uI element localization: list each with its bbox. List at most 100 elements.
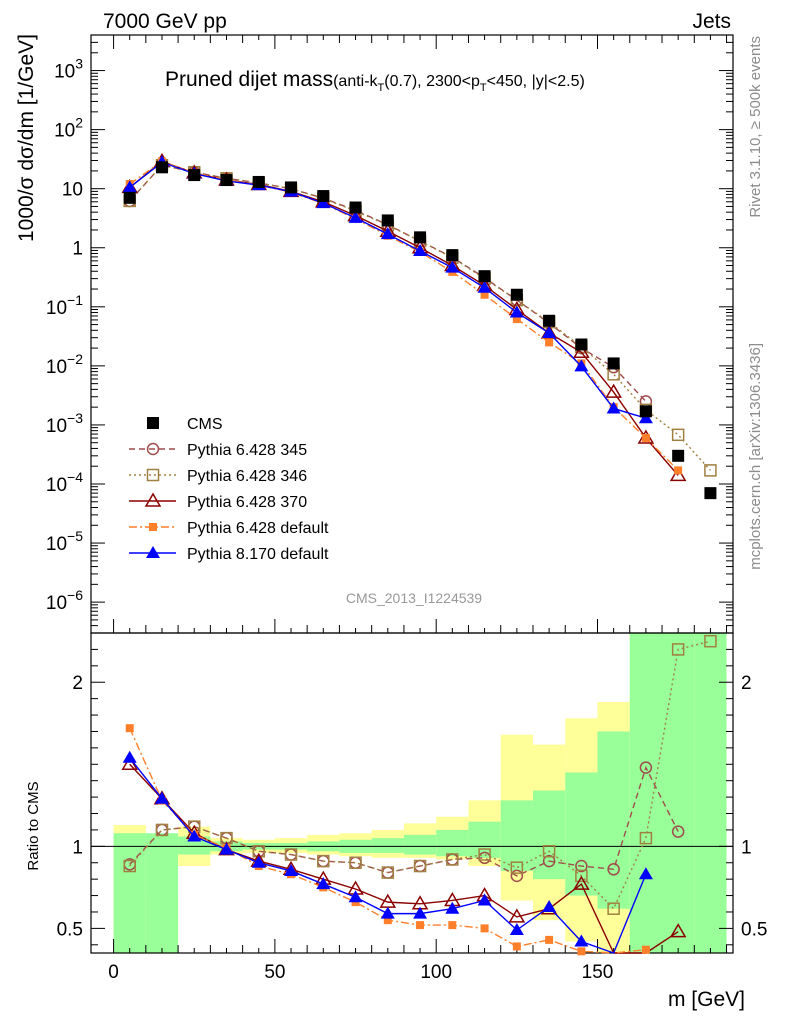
ratio-y-tick-label: 1 (72, 837, 83, 858)
ratio-point-p8def (542, 900, 557, 913)
ratio-point-p8def (348, 890, 363, 903)
data-point-cms (639, 405, 652, 418)
y-tick-label: 103 (54, 56, 83, 83)
x-axis-label: m [GeV] (668, 988, 745, 1011)
data-point-p370 (605, 383, 622, 398)
legend-label: CMS (187, 416, 223, 433)
series-p345 (123, 158, 653, 408)
ratio-point-p345 (542, 854, 556, 868)
data-point-p6def (641, 434, 650, 443)
ratio-point-p6def (383, 916, 392, 925)
data-point-p8def (477, 280, 492, 293)
ratio-point-p346 (510, 861, 524, 874)
band-green-bin (403, 834, 437, 855)
y-tick-label: 10 (62, 180, 83, 201)
legend-entry-p6def: Pythia 6.428 default (129, 520, 329, 537)
main-plot-frame (90, 34, 734, 634)
ratio-point-p346 (349, 856, 362, 869)
ratio-point-p346 (284, 848, 298, 861)
ratio-y-tick-label-right: 1 (741, 837, 752, 858)
ratio-point-p6def (577, 947, 586, 956)
ratio-plot-frame (90, 632, 734, 954)
series-line-p8def (129, 161, 647, 419)
legend-entry-p370: Pythia 6.428 370 (129, 492, 307, 511)
ratio-point-p345 (639, 761, 653, 774)
band-green-bin (597, 731, 630, 909)
legend-marker-cms (147, 417, 159, 429)
ratio-point-p6def (416, 921, 425, 930)
series-line-p345 (129, 164, 647, 402)
legend-entry-p345: Pythia 6.428 345 (129, 442, 307, 459)
ratio-point-p8def (187, 829, 202, 842)
y-tick-label: 10−1 (46, 292, 83, 319)
data-point-p370 (573, 343, 590, 359)
ratio-point-p346 (123, 859, 136, 873)
band-green-bin (178, 836, 211, 855)
data-point-cms (478, 270, 491, 283)
band-green-bin (694, 633, 727, 953)
legend-marker-p8def (146, 546, 160, 558)
y-tick-label: 1 (72, 239, 83, 260)
analysis-label: CMS_2013_I1224539 (346, 590, 482, 606)
data-point-cms (510, 288, 523, 301)
x-tick-label: 0 (108, 962, 119, 983)
legend-marker-p346 (146, 468, 160, 482)
band-green-bin (662, 633, 695, 953)
ratio-point-p6def (480, 924, 489, 933)
y-tick-label: 102 (54, 115, 83, 142)
plot-title-main: Pruned dijet mass (165, 68, 333, 91)
legend-label: Pythia 6.428 default (187, 520, 329, 537)
ratio-point-p346 (639, 831, 653, 845)
ratio-point-p346 (671, 643, 685, 656)
data-point-cms (414, 231, 427, 244)
ratio-point-p8def (122, 750, 137, 763)
band-green-bin (629, 633, 663, 953)
band-green-bin (113, 833, 146, 953)
ratio-point-p8def (284, 863, 299, 876)
main-series-group (121, 152, 717, 500)
data-point-cms (252, 175, 265, 188)
ratio-y-tick-label-right: 0.5 (741, 919, 767, 940)
ratio-point-p8def (477, 893, 492, 906)
ratio-line-p346 (129, 640, 711, 910)
band-green-bin (436, 829, 469, 857)
data-point-cms (607, 357, 620, 370)
band-green-bin (500, 800, 533, 871)
x-tick-label: 150 (582, 962, 614, 983)
ratio-y-axis-label: Ratio to CMS (25, 781, 42, 870)
data-point-p346 (704, 464, 717, 477)
data-point-p8def (348, 210, 363, 223)
ratio-point-p8def (251, 855, 266, 868)
data-point-cms (672, 449, 685, 462)
y-tick-label: 10−3 (46, 410, 83, 437)
legend-marker-p345 (146, 442, 160, 456)
ratio-point-p370 (573, 875, 590, 890)
legend-entry-p8def: Pythia 8.170 default (129, 546, 329, 563)
data-point-p6def (480, 290, 489, 299)
data-point-cms (155, 161, 168, 174)
data-point-p8def (445, 260, 460, 273)
data-point-cms (543, 314, 556, 327)
data-point-cms (317, 190, 330, 203)
data-point-cms (349, 201, 362, 214)
band-green-bin (145, 833, 179, 953)
data-point-p8def (380, 227, 395, 240)
ratio-y-tick-label: 0.5 (57, 919, 83, 940)
data-point-cms (220, 174, 233, 187)
legend-label: Pythia 6.428 346 (187, 468, 307, 485)
ratio-point-p346 (446, 853, 459, 866)
ratio-point-p8def (413, 906, 428, 919)
x-tick-label: 100 (420, 962, 452, 983)
data-point-p8def (122, 180, 137, 193)
process-label: Jets (692, 10, 731, 33)
ratio-point-p6def (125, 724, 134, 733)
legend-label: Pythia 6.428 370 (187, 494, 307, 511)
band-green-bin (532, 790, 566, 880)
plot-title-sub: (anti-k (333, 73, 378, 90)
ratio-point-p6def (512, 942, 521, 951)
main-y-axis-label: 1000/σ dσ/dm [1/GeV] (15, 34, 38, 242)
legend-entry-cms: CMS (147, 416, 223, 433)
data-point-cms (123, 191, 136, 204)
ratio-uncertainty-bands (113, 633, 727, 953)
